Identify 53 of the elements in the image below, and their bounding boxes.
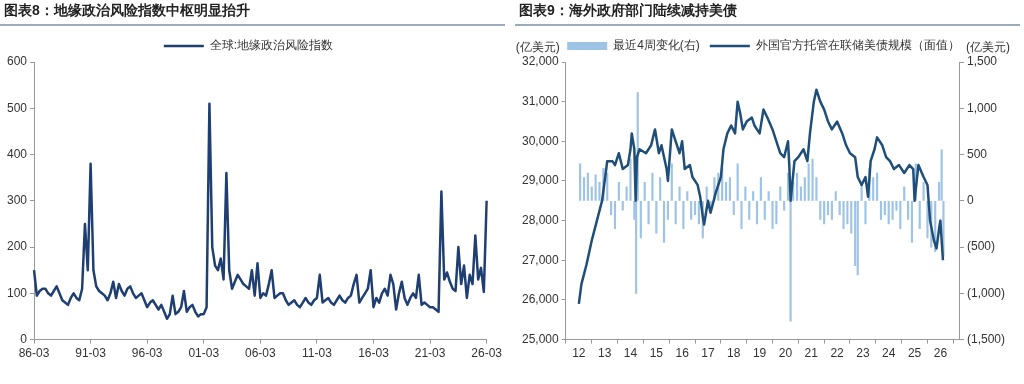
- y-tick-label: 25,000: [522, 331, 560, 346]
- x-tick-label: 17: [701, 346, 715, 361]
- chart-title: 图表8：地缘政治风险指数中枢明显抬升: [0, 0, 505, 26]
- y-tick-label: 500: [6, 100, 28, 115]
- x-tick-label: 26-03: [471, 346, 503, 361]
- y-tick-label: 0: [20, 331, 28, 346]
- y2-tick-label: 1,500: [966, 54, 998, 69]
- x-tick-label: 23: [856, 346, 870, 361]
- y2-tick-label: 1,000: [966, 100, 998, 115]
- y-axis-title: (亿美元): [515, 40, 560, 55]
- y-tick-label: 26,000: [522, 292, 560, 307]
- x-tick-label: 14: [623, 346, 638, 361]
- y2-tick-label: (1,000): [966, 285, 1006, 300]
- chart-title: 图表9：海外政府部门陆续减持美债: [515, 0, 1020, 26]
- x-tick-label: 18: [727, 346, 741, 361]
- y-tick-label: 29,000: [522, 173, 560, 188]
- y-tick-label: 300: [6, 193, 28, 208]
- x-tick-label: 86-03: [18, 346, 50, 361]
- y2-axis-title: (亿美元): [965, 40, 1010, 55]
- x-tick-label: 26: [933, 346, 948, 361]
- legend-label: 最近4周变化(右): [613, 38, 700, 53]
- x-tick-label: 19: [752, 346, 767, 361]
- y-tick-label: 400: [6, 146, 28, 161]
- y-tick-label: 31,000: [522, 93, 560, 108]
- y-tick-label: 32,000: [522, 54, 560, 69]
- x-tick-label: 11-03: [302, 346, 333, 361]
- y-tick-label: 27,000: [522, 252, 560, 267]
- x-tick-label: 21: [804, 346, 819, 361]
- x-tick-label: 91-03: [75, 346, 107, 361]
- y-tick-label: 30,000: [522, 133, 560, 148]
- y2-tick-label: (500): [966, 239, 995, 254]
- legend-label: 全球:地缘政治风险指数: [209, 38, 334, 53]
- y-tick-label: 100: [6, 285, 28, 300]
- x-tick-label: 06-03: [244, 346, 276, 361]
- x-tick-label: 21-03: [414, 346, 446, 361]
- y-tick-label: 28,000: [522, 212, 560, 227]
- x-tick-label: 15: [649, 346, 664, 361]
- legend-label: 外国官方托管在联储美债规模（面值）: [755, 38, 960, 53]
- x-tick-label: 01-03: [188, 346, 220, 361]
- x-tick-label: 25: [907, 346, 922, 361]
- x-tick-label: 22: [830, 346, 845, 361]
- y2-tick-label: 500: [966, 146, 988, 161]
- y-tick-label: 600: [6, 54, 28, 69]
- x-tick-label: 96-03: [131, 346, 163, 361]
- x-tick-label: 20: [778, 346, 793, 361]
- x-tick-label: 16: [675, 346, 690, 361]
- x-tick-label: 24: [882, 346, 896, 361]
- y2-tick-label: (1,500): [966, 331, 1006, 346]
- x-tick-label: 12: [572, 346, 586, 361]
- y2-tick-label: 0: [966, 193, 974, 208]
- y-tick-label: 200: [6, 239, 28, 254]
- x-tick-label: 16-03: [358, 346, 390, 361]
- x-tick-label: 13: [597, 346, 612, 361]
